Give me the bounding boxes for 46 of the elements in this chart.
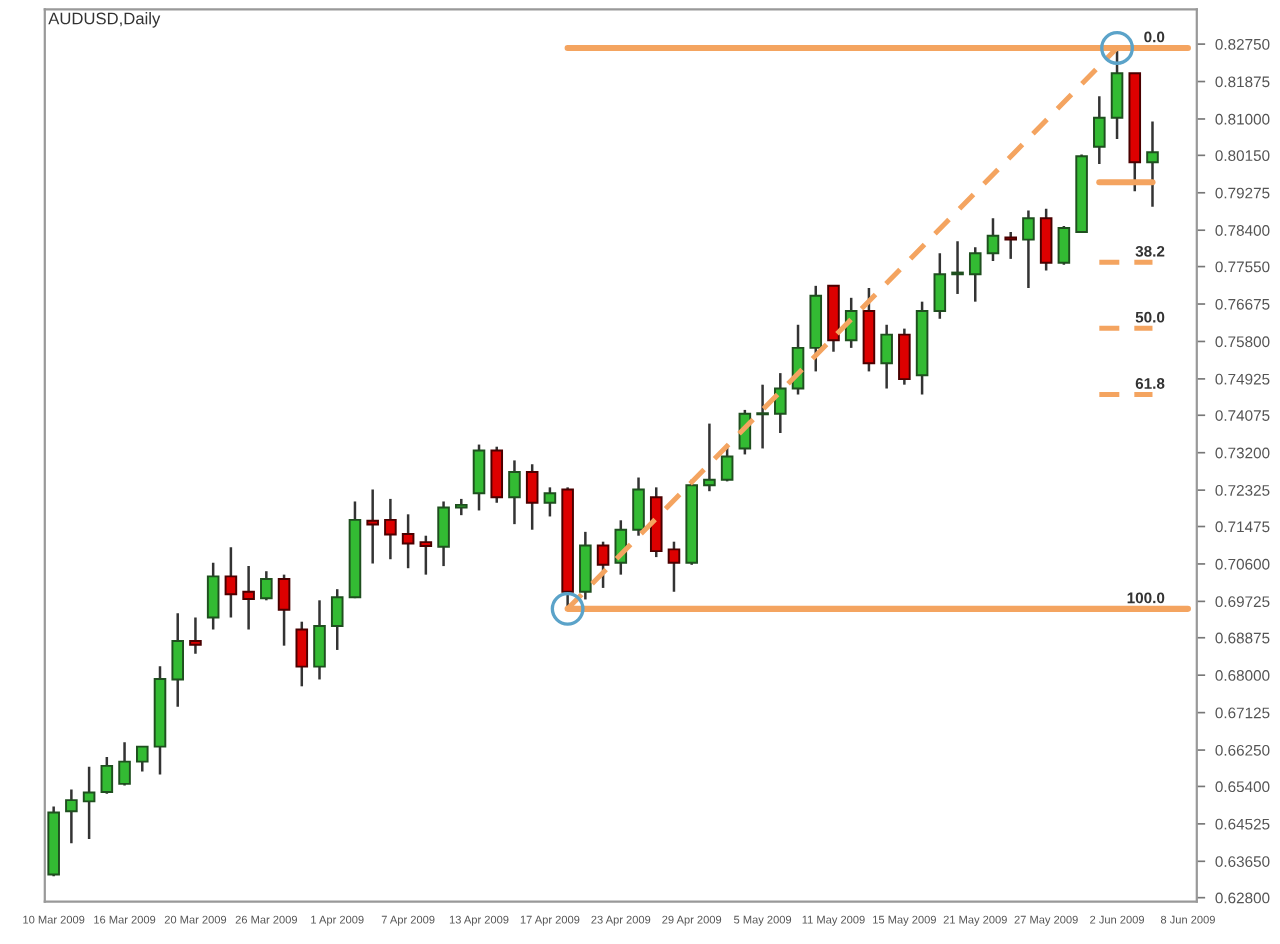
candlestick	[774, 371, 787, 435]
candlestick	[543, 486, 557, 518]
candlestick	[295, 620, 309, 688]
candlestick	[472, 443, 486, 512]
candlestick	[65, 788, 78, 845]
candlestick	[242, 564, 255, 631]
candlestick	[313, 599, 326, 681]
candlestick	[632, 476, 645, 537]
candlestick	[508, 459, 521, 526]
candlestick	[1057, 224, 1071, 267]
candlestick	[401, 513, 415, 570]
candlestick	[1146, 120, 1159, 208]
candlestick	[135, 745, 149, 773]
candlestick	[419, 534, 433, 576]
candlestick	[224, 546, 238, 619]
candlestick	[100, 755, 114, 795]
candlestick	[189, 616, 202, 656]
candlestick	[968, 246, 982, 303]
candlestick	[951, 240, 964, 296]
candlestick	[1110, 46, 1124, 141]
candlestick	[277, 573, 291, 647]
candlestick	[206, 561, 220, 631]
candlestick	[366, 488, 379, 565]
candlestick	[667, 540, 681, 593]
candlestick	[330, 587, 344, 652]
candlestick	[118, 741, 131, 787]
candlestick	[898, 327, 911, 386]
candlestick	[596, 540, 610, 590]
candlestick	[1022, 209, 1035, 290]
candlestick	[260, 569, 273, 602]
candlestick	[384, 497, 397, 561]
candlestick	[986, 216, 1000, 263]
candlestick	[933, 252, 947, 321]
candlestick	[579, 530, 592, 601]
candlestick	[525, 463, 539, 531]
candlestick	[437, 500, 450, 568]
candlestick	[82, 765, 96, 841]
candlestick	[171, 611, 185, 709]
candlestick	[756, 383, 769, 450]
candlestick	[703, 422, 716, 493]
chart-title: AUDUSD,Daily	[48, 12, 161, 28]
candlestick	[1004, 230, 1017, 261]
candlestick	[1093, 95, 1106, 166]
candlestick	[1039, 207, 1053, 272]
candlestick	[880, 323, 893, 390]
candlestick	[490, 445, 504, 505]
